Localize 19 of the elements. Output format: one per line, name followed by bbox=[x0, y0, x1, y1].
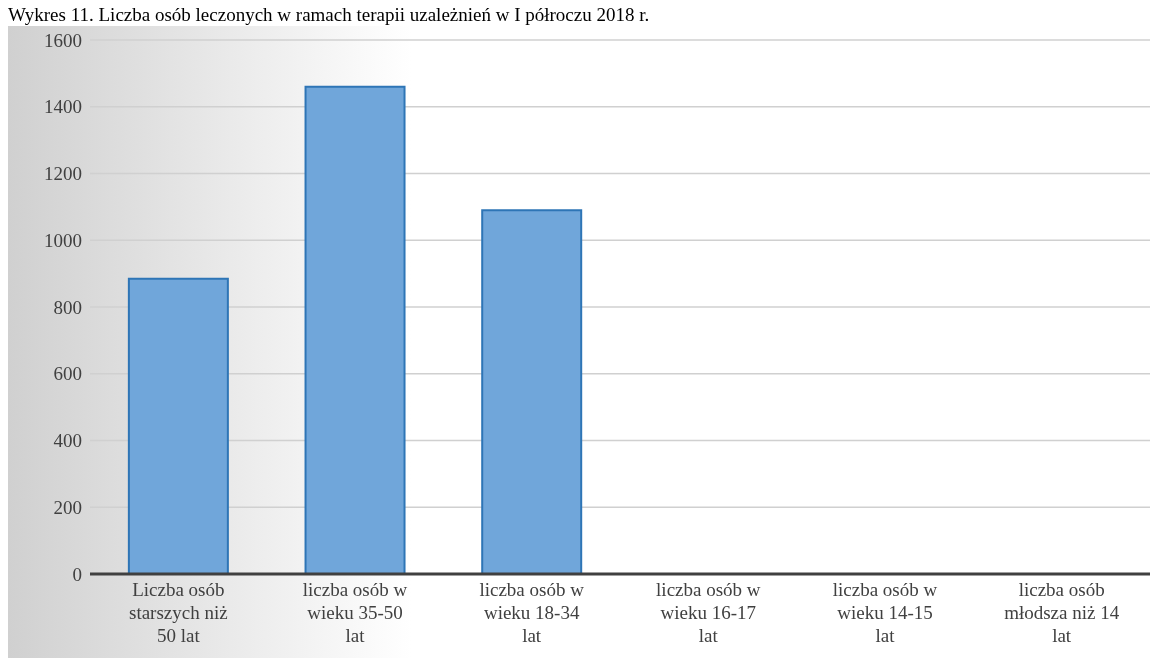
y-tick-label: 0 bbox=[72, 563, 82, 585]
y-tick-label: 1400 bbox=[44, 96, 82, 118]
x-tick-label: liczba osób w wieku 18-34 lat bbox=[479, 579, 585, 646]
chart-title: Wykres 11. Liczba osób leczonych w ramach terapii uzależnień w I półroczu 2018 r. bbox=[8, 4, 1160, 26]
bar bbox=[481, 209, 583, 574]
y-tick-label: 200 bbox=[53, 496, 82, 518]
x-tick-label: liczba osób w wieku 14-15 lat bbox=[832, 579, 938, 646]
x-tick-label: liczba osób młodsza niż 14 lat bbox=[1004, 579, 1120, 646]
x-tick-label: liczba osób w wieku 35-50 lat bbox=[302, 579, 408, 646]
y-tick-label: 400 bbox=[53, 430, 82, 452]
x-tick-label: liczba osób w wieku 16-17 lat bbox=[656, 579, 761, 646]
y-tick-label: 1200 bbox=[44, 163, 82, 185]
y-tick-label: 800 bbox=[53, 296, 82, 318]
bar bbox=[127, 277, 229, 574]
y-tick-label: 600 bbox=[53, 363, 82, 385]
y-tick-label: 1600 bbox=[44, 29, 82, 51]
y-tick-label: 1000 bbox=[44, 229, 82, 251]
x-tick-label: Liczba osób starszych niż 50 lat bbox=[129, 579, 228, 646]
bar bbox=[304, 85, 406, 574]
